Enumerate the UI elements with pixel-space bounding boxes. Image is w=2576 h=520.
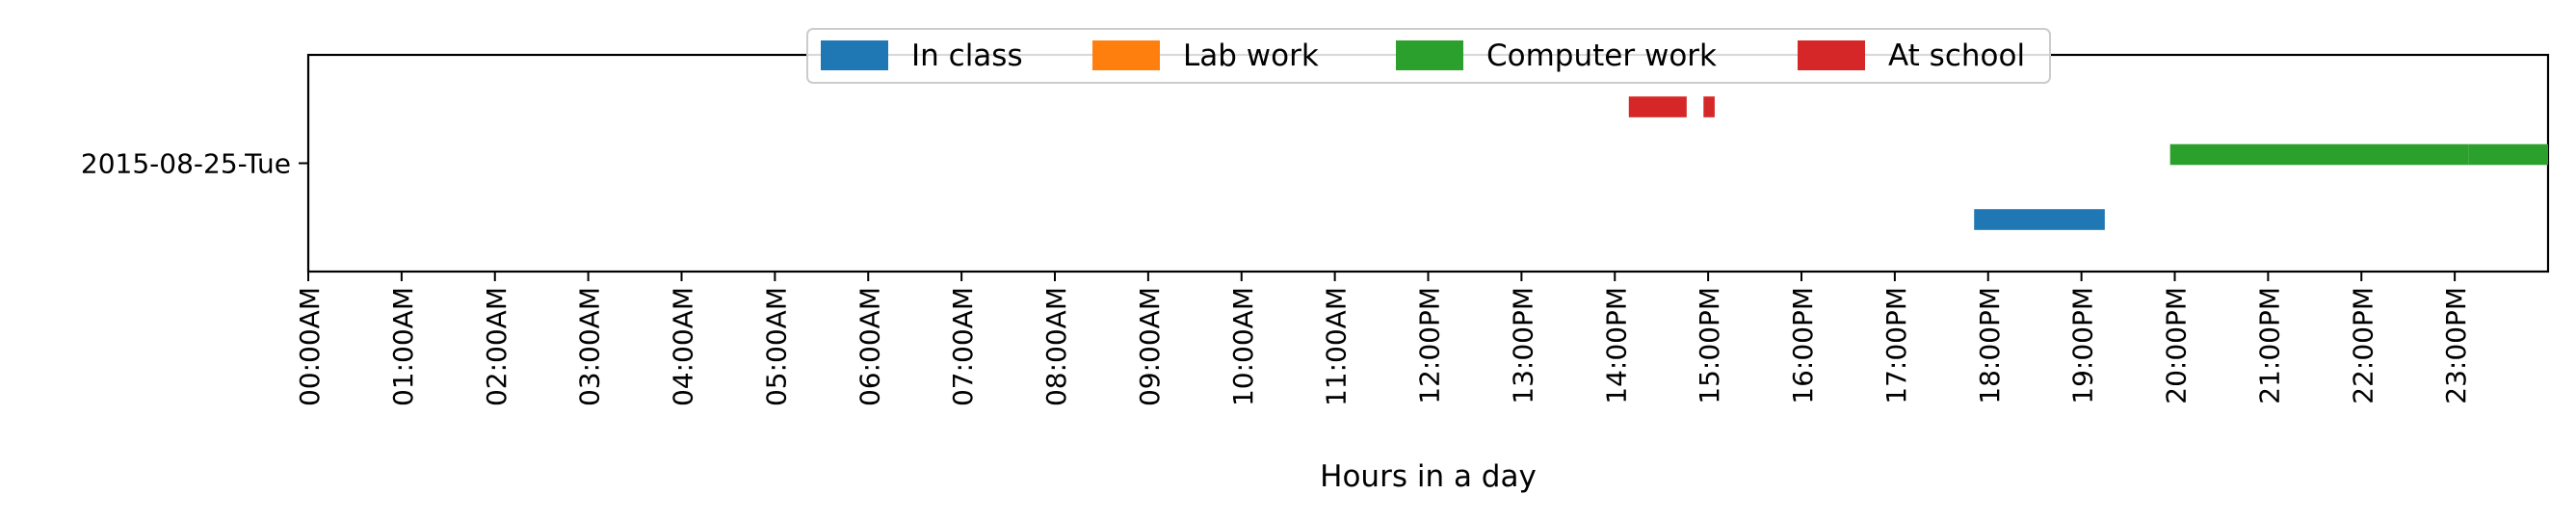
bar-computer-work bbox=[2169, 143, 2469, 166]
x-tick-label: 13:00PM bbox=[1507, 287, 1538, 404]
bar-in-class bbox=[1974, 209, 2105, 230]
legend: In class Lab work Computer work At school bbox=[806, 28, 2051, 84]
bar-at-school bbox=[1703, 96, 1715, 117]
bar-computer-work bbox=[2468, 143, 2548, 166]
x-tick-label: 18:00PM bbox=[1974, 287, 2006, 404]
legend-label-computer-work: Computer work bbox=[1486, 39, 1717, 73]
x-tick-label: 07:00AM bbox=[947, 287, 979, 406]
x-tick-label: 23:00PM bbox=[2440, 287, 2472, 404]
x-tick-label: 12:00PM bbox=[1414, 287, 1446, 404]
x-tick-label: 20:00PM bbox=[2161, 287, 2193, 404]
y-axis: 2015-08-25-Tue bbox=[81, 148, 308, 180]
x-tick-label: 17:00PM bbox=[1880, 287, 1912, 404]
x-tick-label: 00:00AM bbox=[294, 287, 326, 406]
legend-swatch-in-class bbox=[821, 40, 888, 70]
x-axis-title: Hours in a day bbox=[1320, 459, 1537, 494]
x-tick-label: 05:00AM bbox=[760, 287, 792, 406]
x-tick-label: 16:00PM bbox=[1787, 287, 1819, 404]
x-tick-label: 10:00AM bbox=[1227, 287, 1259, 406]
legend-swatch-lab-work bbox=[1092, 40, 1160, 70]
x-tick-label: 04:00AM bbox=[668, 287, 699, 406]
x-tick-label: 09:00AM bbox=[1134, 287, 1166, 406]
x-tick-label: 14:00PM bbox=[1600, 287, 1632, 404]
legend-swatch-computer-work bbox=[1396, 40, 1463, 70]
x-tick-label: 11:00AM bbox=[1321, 287, 1353, 406]
x-tick-label: 03:00AM bbox=[574, 287, 606, 406]
bar-at-school bbox=[1628, 96, 1687, 117]
x-tick-label: 08:00AM bbox=[1040, 287, 1072, 406]
x-tick-label: 21:00PM bbox=[2253, 287, 2285, 404]
legend-swatch-at-school bbox=[1798, 40, 1865, 70]
x-tick-label: 01:00AM bbox=[387, 287, 419, 406]
y-tick-label: 2015-08-25-Tue bbox=[81, 148, 291, 180]
x-tick-label: 15:00PM bbox=[1694, 287, 1725, 404]
legend-label-at-school: At school bbox=[1888, 39, 2025, 73]
x-tick-label: 22:00PM bbox=[2347, 287, 2379, 404]
legend-items: In class Lab work Computer work At school bbox=[821, 39, 2025, 73]
x-axis: 00:00AM 01:00AM 02:00AM 03:00AM 04:00AM 05:00… bbox=[294, 272, 2472, 406]
plot-area bbox=[306, 53, 2550, 273]
x-tick-label: 02:00AM bbox=[481, 287, 513, 406]
legend-label-lab-work: Lab work bbox=[1183, 39, 1319, 73]
activity-bars bbox=[1628, 96, 2548, 230]
x-tick-label: 06:00AM bbox=[854, 287, 885, 406]
x-tick-label: 19:00PM bbox=[2067, 287, 2099, 404]
legend-label-in-class: In class bbox=[911, 39, 1023, 73]
